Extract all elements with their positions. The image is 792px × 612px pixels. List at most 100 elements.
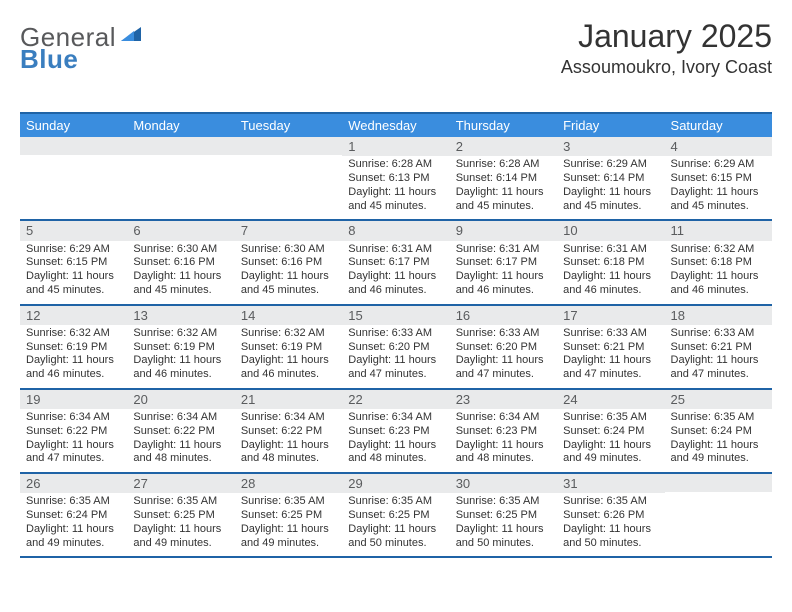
- sunrise-line: Sunrise: 6:30 AM: [241, 243, 336, 257]
- daylight-line: Daylight: 11 hours and 49 minutes.: [671, 439, 766, 467]
- sunset-line: Sunset: 6:22 PM: [241, 425, 336, 439]
- day-body: Sunrise: 6:34 AMSunset: 6:23 PMDaylight:…: [450, 409, 557, 472]
- calendar-cell: 31Sunrise: 6:35 AMSunset: 6:26 PMDayligh…: [557, 474, 664, 556]
- daylight-line: Daylight: 11 hours and 50 minutes.: [456, 523, 551, 551]
- day-number: 22: [342, 390, 449, 409]
- calendar-cell-blank: [665, 474, 772, 556]
- sunrise-line: Sunrise: 6:32 AM: [671, 243, 766, 257]
- sunrise-line: Sunrise: 6:30 AM: [133, 243, 228, 257]
- day-body: Sunrise: 6:35 AMSunset: 6:25 PMDaylight:…: [127, 493, 234, 556]
- daylight-line: Daylight: 11 hours and 46 minutes.: [563, 270, 658, 298]
- sunrise-line: Sunrise: 6:35 AM: [671, 411, 766, 425]
- calendar-table: Sunday Monday Tuesday Wednesday Thursday…: [20, 112, 772, 558]
- weekday-header: Friday: [557, 114, 664, 137]
- daylight-line: Daylight: 11 hours and 48 minutes.: [348, 439, 443, 467]
- sunset-line: Sunset: 6:24 PM: [26, 509, 121, 523]
- calendar-week-row: 12Sunrise: 6:32 AMSunset: 6:19 PMDayligh…: [20, 306, 772, 390]
- sunrise-line: Sunrise: 6:35 AM: [241, 495, 336, 509]
- calendar-cell: 17Sunrise: 6:33 AMSunset: 6:21 PMDayligh…: [557, 306, 664, 388]
- day-number: 23: [450, 390, 557, 409]
- sunrise-line: Sunrise: 6:29 AM: [26, 243, 121, 257]
- calendar-cell: 22Sunrise: 6:34 AMSunset: 6:23 PMDayligh…: [342, 390, 449, 472]
- sunrise-line: Sunrise: 6:31 AM: [563, 243, 658, 257]
- day-number: 11: [665, 221, 772, 240]
- sunset-line: Sunset: 6:20 PM: [456, 341, 551, 355]
- day-number: 27: [127, 474, 234, 493]
- day-body: Sunrise: 6:34 AMSunset: 6:22 PMDaylight:…: [20, 409, 127, 472]
- calendar-cell: 29Sunrise: 6:35 AMSunset: 6:25 PMDayligh…: [342, 474, 449, 556]
- sunrise-line: Sunrise: 6:34 AM: [241, 411, 336, 425]
- calendar-cell: 13Sunrise: 6:32 AMSunset: 6:19 PMDayligh…: [127, 306, 234, 388]
- calendar-cell: 19Sunrise: 6:34 AMSunset: 6:22 PMDayligh…: [20, 390, 127, 472]
- daylight-line: Daylight: 11 hours and 48 minutes.: [133, 439, 228, 467]
- sunset-line: Sunset: 6:17 PM: [456, 256, 551, 270]
- day-number: [20, 137, 127, 155]
- day-body: Sunrise: 6:29 AMSunset: 6:15 PMDaylight:…: [20, 241, 127, 304]
- calendar-week-row: 26Sunrise: 6:35 AMSunset: 6:24 PMDayligh…: [20, 474, 772, 558]
- day-number: 6: [127, 221, 234, 240]
- day-number: 4: [665, 137, 772, 156]
- sunset-line: Sunset: 6:26 PM: [563, 509, 658, 523]
- sunset-line: Sunset: 6:19 PM: [241, 341, 336, 355]
- sunset-line: Sunset: 6:17 PM: [348, 256, 443, 270]
- daylight-line: Daylight: 11 hours and 47 minutes.: [456, 354, 551, 382]
- daylight-line: Daylight: 11 hours and 45 minutes.: [671, 186, 766, 214]
- day-body: Sunrise: 6:34 AMSunset: 6:23 PMDaylight:…: [342, 409, 449, 472]
- sunset-line: Sunset: 6:22 PM: [133, 425, 228, 439]
- daylight-line: Daylight: 11 hours and 50 minutes.: [348, 523, 443, 551]
- day-number: 25: [665, 390, 772, 409]
- day-number: 30: [450, 474, 557, 493]
- sunrise-line: Sunrise: 6:32 AM: [26, 327, 121, 341]
- calendar-week-row: 5Sunrise: 6:29 AMSunset: 6:15 PMDaylight…: [20, 221, 772, 305]
- sunrise-line: Sunrise: 6:35 AM: [563, 411, 658, 425]
- sunset-line: Sunset: 6:23 PM: [348, 425, 443, 439]
- daylight-line: Daylight: 11 hours and 50 minutes.: [563, 523, 658, 551]
- day-body: Sunrise: 6:29 AMSunset: 6:15 PMDaylight:…: [665, 156, 772, 219]
- day-number: 16: [450, 306, 557, 325]
- weekday-header: Tuesday: [235, 114, 342, 137]
- daylight-line: Daylight: 11 hours and 49 minutes.: [26, 523, 121, 551]
- sunset-line: Sunset: 6:24 PM: [671, 425, 766, 439]
- sunrise-line: Sunrise: 6:35 AM: [563, 495, 658, 509]
- sunrise-line: Sunrise: 6:33 AM: [563, 327, 658, 341]
- weekday-header: Monday: [127, 114, 234, 137]
- day-body: Sunrise: 6:31 AMSunset: 6:17 PMDaylight:…: [342, 241, 449, 304]
- day-body: Sunrise: 6:35 AMSunset: 6:25 PMDaylight:…: [342, 493, 449, 556]
- calendar-cell-blank: [20, 137, 127, 219]
- sunset-line: Sunset: 6:15 PM: [671, 172, 766, 186]
- daylight-line: Daylight: 11 hours and 46 minutes.: [133, 354, 228, 382]
- calendar-cell: 23Sunrise: 6:34 AMSunset: 6:23 PMDayligh…: [450, 390, 557, 472]
- sunset-line: Sunset: 6:21 PM: [563, 341, 658, 355]
- day-number: 29: [342, 474, 449, 493]
- day-number: 15: [342, 306, 449, 325]
- day-number: 5: [20, 221, 127, 240]
- sunrise-line: Sunrise: 6:35 AM: [133, 495, 228, 509]
- brand-mark-icon: [120, 24, 142, 51]
- day-body: Sunrise: 6:35 AMSunset: 6:25 PMDaylight:…: [235, 493, 342, 556]
- day-body: Sunrise: 6:31 AMSunset: 6:18 PMDaylight:…: [557, 241, 664, 304]
- weeks-container: 1Sunrise: 6:28 AMSunset: 6:13 PMDaylight…: [20, 137, 772, 558]
- day-body: Sunrise: 6:32 AMSunset: 6:18 PMDaylight:…: [665, 241, 772, 304]
- daylight-line: Daylight: 11 hours and 48 minutes.: [456, 439, 551, 467]
- day-number: [665, 474, 772, 492]
- weekday-header: Wednesday: [342, 114, 449, 137]
- calendar-cell: 5Sunrise: 6:29 AMSunset: 6:15 PMDaylight…: [20, 221, 127, 303]
- daylight-line: Daylight: 11 hours and 47 minutes.: [671, 354, 766, 382]
- sunrise-line: Sunrise: 6:28 AM: [456, 158, 551, 172]
- daylight-line: Daylight: 11 hours and 46 minutes.: [456, 270, 551, 298]
- day-body: Sunrise: 6:35 AMSunset: 6:26 PMDaylight:…: [557, 493, 664, 556]
- calendar-cell: 26Sunrise: 6:35 AMSunset: 6:24 PMDayligh…: [20, 474, 127, 556]
- sunset-line: Sunset: 6:19 PM: [133, 341, 228, 355]
- page-header: General January 2025 Assoumoukro, Ivory …: [20, 18, 772, 78]
- month-title: January 2025: [561, 18, 772, 55]
- day-number: 28: [235, 474, 342, 493]
- sunset-line: Sunset: 6:24 PM: [563, 425, 658, 439]
- day-number: 1: [342, 137, 449, 156]
- calendar-cell: 1Sunrise: 6:28 AMSunset: 6:13 PMDaylight…: [342, 137, 449, 219]
- sunset-line: Sunset: 6:16 PM: [241, 256, 336, 270]
- sunrise-line: Sunrise: 6:34 AM: [456, 411, 551, 425]
- calendar-cell: 12Sunrise: 6:32 AMSunset: 6:19 PMDayligh…: [20, 306, 127, 388]
- daylight-line: Daylight: 11 hours and 47 minutes.: [26, 439, 121, 467]
- sunset-line: Sunset: 6:25 PM: [133, 509, 228, 523]
- day-number: 20: [127, 390, 234, 409]
